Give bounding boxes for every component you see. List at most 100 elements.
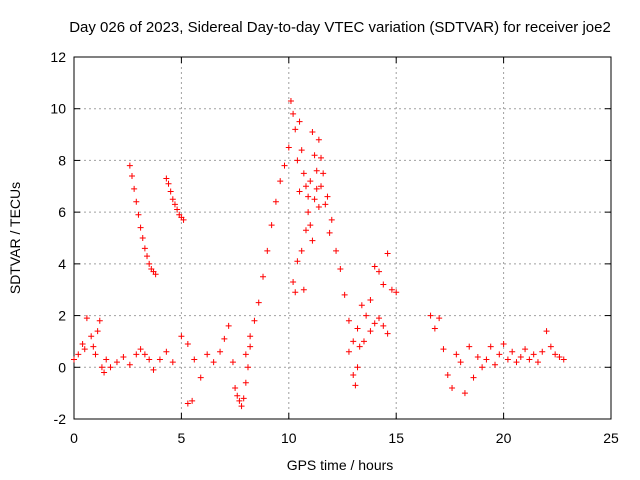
- series-daytime-rise: [242, 97, 357, 358]
- data-point: [431, 325, 438, 332]
- data-point: [242, 351, 249, 358]
- data-point: [88, 333, 95, 340]
- data-point: [309, 237, 316, 244]
- data-point: [530, 351, 537, 358]
- data-point: [169, 359, 176, 366]
- data-point: [133, 351, 140, 358]
- chart-title: Day 026 of 2023, Sidereal Day-to-day VTE…: [69, 19, 611, 36]
- data-point: [260, 273, 267, 280]
- data-point: [318, 183, 325, 190]
- data-point: [371, 263, 378, 270]
- data-point: [167, 188, 174, 195]
- data-point: [83, 315, 90, 322]
- data-point: [156, 356, 163, 363]
- data-point: [393, 289, 400, 296]
- data-point: [461, 390, 468, 397]
- data-point: [292, 289, 299, 296]
- data-point: [305, 209, 312, 216]
- data-point: [388, 286, 395, 293]
- data-point: [487, 343, 494, 350]
- data-point: [210, 359, 217, 366]
- data-point: [352, 382, 359, 389]
- x-tick-label: 10: [281, 430, 297, 446]
- series-arc-1: [126, 162, 159, 278]
- data-point: [470, 374, 477, 381]
- data-point: [137, 346, 144, 353]
- data-point: [251, 317, 258, 324]
- data-point: [376, 268, 383, 275]
- data-point: [141, 351, 148, 358]
- y-tick-label: 0: [58, 359, 66, 375]
- series-daytime-scatter: [290, 183, 325, 296]
- grid: [74, 57, 611, 419]
- data-point: [313, 185, 320, 192]
- data-point: [79, 341, 86, 348]
- data-point: [324, 193, 331, 200]
- data-point: [137, 224, 144, 231]
- data-point: [128, 172, 135, 179]
- data-point: [315, 203, 322, 210]
- data-point: [449, 384, 456, 391]
- data-point: [225, 322, 232, 329]
- series-arc-2: [163, 175, 187, 223]
- data-point: [150, 366, 157, 373]
- data-point: [244, 364, 251, 371]
- data-point: [120, 353, 127, 360]
- data-point: [247, 333, 254, 340]
- data-point: [539, 348, 546, 355]
- data-point: [197, 374, 204, 381]
- data-point: [384, 330, 391, 337]
- data-point: [290, 278, 297, 285]
- data-point: [146, 356, 153, 363]
- data-point: [234, 392, 241, 399]
- series-morning-background: [71, 315, 236, 381]
- data-point: [163, 175, 170, 182]
- data-point: [184, 341, 191, 348]
- data-point: [322, 201, 329, 208]
- data-point: [427, 312, 434, 319]
- y-tick-label: 12: [50, 49, 66, 65]
- data-point: [326, 229, 333, 236]
- data-point: [92, 351, 99, 358]
- data-point: [184, 400, 191, 407]
- data-point: [444, 372, 451, 379]
- data-point: [300, 286, 307, 293]
- data-point: [457, 359, 464, 366]
- x-tick-label: 5: [178, 430, 186, 446]
- data-point: [552, 351, 559, 358]
- data-point: [440, 346, 447, 353]
- data-point: [302, 183, 309, 190]
- data-point: [307, 222, 314, 229]
- data-point: [560, 356, 567, 363]
- data-point: [101, 369, 108, 376]
- data-point: [318, 154, 325, 161]
- data-point: [354, 325, 361, 332]
- data-point: [98, 364, 105, 371]
- data-point: [522, 346, 529, 353]
- data-point: [146, 260, 153, 267]
- data-point: [376, 315, 383, 322]
- data-point: [238, 403, 245, 410]
- data-point: [345, 317, 352, 324]
- x-tick-label: 20: [496, 430, 512, 446]
- data-point: [298, 147, 305, 154]
- data-point: [294, 157, 301, 164]
- data-point: [354, 364, 361, 371]
- data-point: [81, 346, 88, 353]
- data-point: [141, 245, 148, 252]
- data-point: [436, 315, 443, 322]
- data-point: [492, 361, 499, 368]
- data-point: [363, 312, 370, 319]
- data-point: [290, 110, 297, 117]
- data-point: [311, 196, 318, 203]
- data-point: [135, 211, 142, 218]
- data-point: [298, 247, 305, 254]
- data-point: [517, 353, 524, 360]
- data-point: [90, 343, 97, 350]
- data-point: [360, 338, 367, 345]
- series-evening-loop: [345, 250, 400, 379]
- data-point: [333, 247, 340, 254]
- data-point: [474, 353, 481, 360]
- data-point: [255, 299, 262, 306]
- data-point: [367, 328, 374, 335]
